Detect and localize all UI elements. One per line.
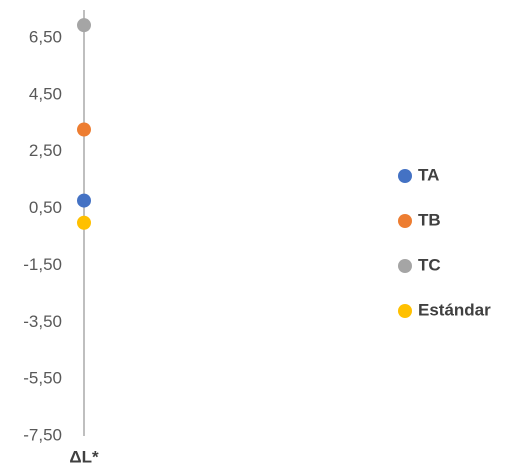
legend-marker xyxy=(398,169,412,183)
y-tick-label: 6,50 xyxy=(29,27,62,46)
y-tick-label: -5,50 xyxy=(23,369,62,388)
y-tick-label: -1,50 xyxy=(23,255,62,274)
data-point xyxy=(77,193,91,208)
legend-label: Estándar xyxy=(418,300,491,319)
data-point xyxy=(77,215,91,230)
y-tick-label: -3,50 xyxy=(23,312,62,331)
legend-label: TA xyxy=(418,165,439,184)
y-tick-label: -7,50 xyxy=(23,425,62,444)
legend-marker xyxy=(398,259,412,273)
data-point xyxy=(77,122,91,137)
y-tick-label: 2,50 xyxy=(29,141,62,160)
legend-marker xyxy=(398,214,412,228)
data-point xyxy=(77,18,91,33)
x-tick-label: ΔL* xyxy=(69,447,99,466)
y-tick-label: 0,50 xyxy=(29,198,62,217)
legend-label: TB xyxy=(418,210,441,229)
legend-label: TC xyxy=(418,255,441,274)
legend-marker xyxy=(398,304,412,318)
y-tick-label: 4,50 xyxy=(29,84,62,103)
